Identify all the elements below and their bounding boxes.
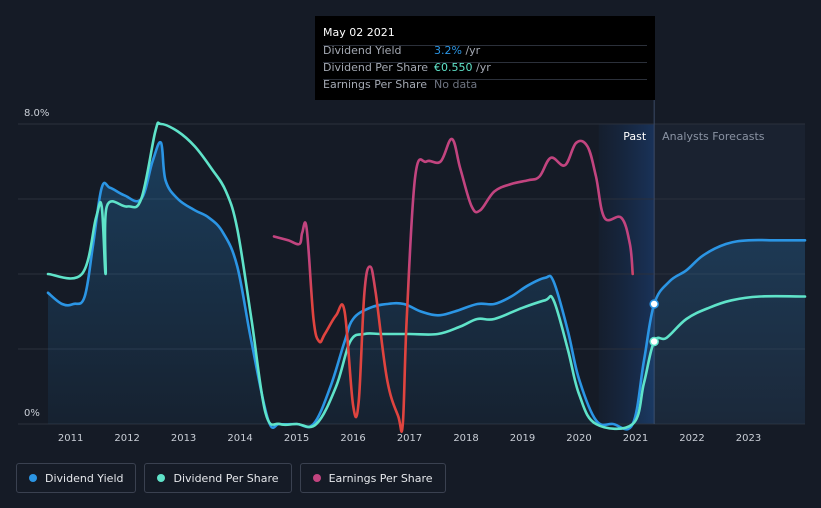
legend-dividend-yield[interactable]: Dividend Yield [16, 463, 137, 493]
legend-earnings-per-share[interactable]: Earnings Per Share [299, 463, 446, 493]
dividend-per-share-dot-icon [157, 474, 166, 482]
tooltip-divider [323, 45, 647, 46]
tooltip: May 02 2021 Dividend Yield 3.2% /yr Divi… [315, 16, 655, 100]
x-tick-label: 2014 [227, 433, 252, 444]
x-tick-label: 2011 [58, 433, 83, 444]
dividend-yield-line [46, 140, 807, 431]
y-tick-label: 0% [24, 408, 40, 419]
highlight-markers [649, 299, 659, 347]
dividend-yield-dot-icon [29, 474, 37, 482]
dividend-yield-marker [649, 299, 659, 309]
x-tick-label: 2012 [114, 433, 139, 444]
x-tick-label: 2019 [510, 433, 535, 444]
x-tick-label: 2023 [736, 433, 761, 444]
tooltip-value: No data [434, 78, 478, 91]
tooltip-label: Dividend Yield [323, 44, 402, 57]
earnings-per-share-dot-icon [312, 474, 321, 482]
dividend-per-share-marker [649, 336, 659, 347]
series-lines [46, 121, 807, 433]
x-tick-label: 2021 [623, 433, 648, 444]
tooltip-divider [323, 79, 647, 80]
dividend-per-share-line [46, 121, 807, 431]
legend-label: Dividend Yield [45, 471, 124, 485]
past-label: Past [623, 130, 647, 143]
tooltip-label: Earnings Per Share [323, 78, 428, 91]
legend-dividend-per-share[interactable]: Dividend Per Share [144, 463, 292, 493]
x-tick-label: 2013 [171, 433, 196, 444]
x-tick-label: 2016 [340, 433, 365, 444]
tooltip-value: 3.2% /yr [434, 44, 481, 57]
area-fills [48, 142, 805, 430]
axis-labels: 8.0% 0% 2011 2012 2013 2014 2015 2016 2017 2018 20… [24, 108, 765, 444]
x-tick-label: 2020 [566, 433, 591, 444]
legend-label: Dividend Per Share [173, 471, 279, 485]
tooltip-value: €0.550 /yr [434, 61, 491, 74]
tooltip-row-earnings-per-share: Earnings Per Share No data [323, 79, 647, 91]
forecast-label: Analysts Forecasts [662, 130, 765, 143]
legend: Dividend Yield Dividend Per Share Earnin… [16, 463, 446, 493]
x-tick-label: 2015 [284, 433, 309, 444]
x-tick-label: 2017 [397, 433, 422, 444]
legend-label: Earnings Per Share [328, 471, 433, 485]
y-tick-label: 8.0% [24, 108, 49, 119]
x-tick-label: 2018 [453, 433, 478, 444]
x-tick-label: 2022 [679, 433, 704, 444]
dividend-yield-area [48, 142, 805, 430]
tooltip-divider [323, 62, 647, 63]
tooltip-date: May 02 2021 [323, 26, 395, 39]
earnings-per-share-line [272, 137, 634, 433]
tooltip-row-dividend-yield: Dividend Yield 3.2% /yr [323, 45, 647, 57]
tooltip-row-dividend-per-share: Dividend Per Share €0.550 /yr [323, 62, 647, 74]
tooltip-label: Dividend Per Share [323, 61, 429, 74]
